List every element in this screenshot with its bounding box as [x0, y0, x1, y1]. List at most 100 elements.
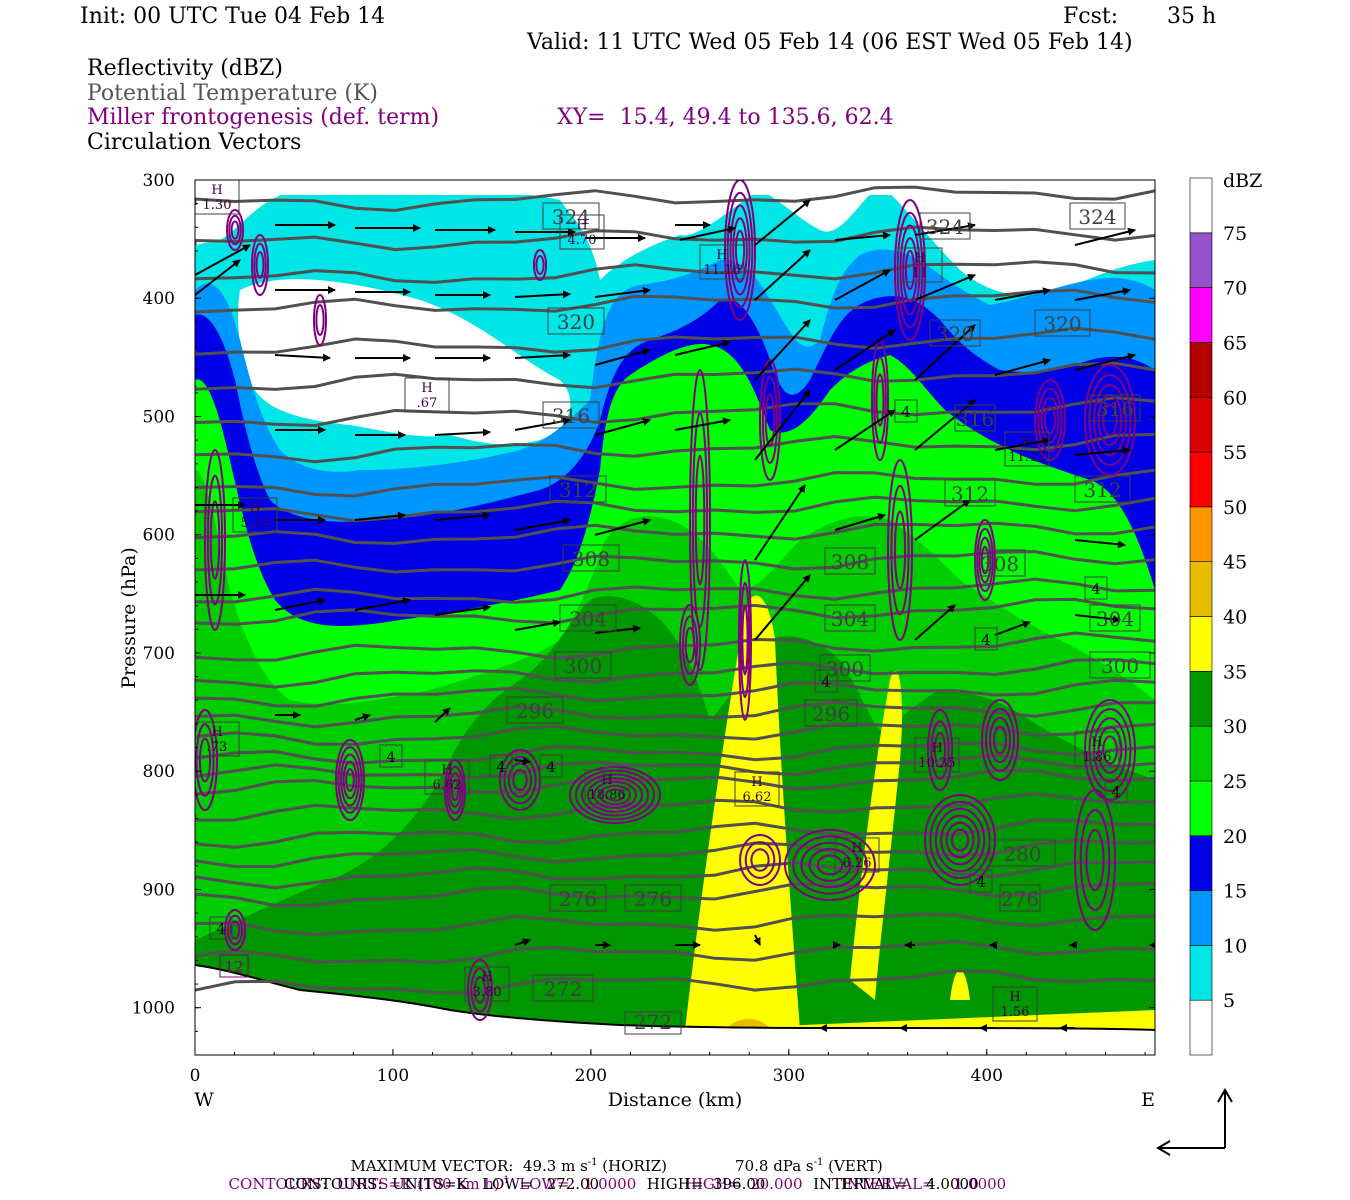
- footer-max-vector: MAXIMUM VECTOR: 49.3 m s-1 (HORIZ) 70.8 d…: [350, 1157, 883, 1175]
- circulation-vector: [834, 269, 891, 301]
- fronto-max-value: 11.12: [1008, 450, 1045, 465]
- fronto-4-box: [1104, 779, 1128, 803]
- circulation-vector: [514, 619, 561, 631]
- fronto-max-value: 1.30: [203, 198, 232, 213]
- colorbar-label: 5: [1223, 990, 1235, 1012]
- fronto-max-marker: H: [601, 773, 612, 788]
- frontogenesis-contour: [738, 559, 752, 721]
- circulation-vector: [914, 274, 976, 301]
- frontogenesis-contour: [976, 527, 994, 593]
- fronto-max-value: 18.86: [588, 788, 625, 803]
- legend-frontogenesis: Miller frontogenesis (def. term): [87, 105, 440, 130]
- fronto-max-marker: H: [931, 741, 942, 756]
- fronto-max-box: [424, 759, 470, 795]
- frontogenesis-contour: [1044, 405, 1056, 435]
- frontogenesis-contour: [337, 746, 363, 814]
- frontogenesis-contour: [230, 220, 240, 240]
- frontogenesis-contour: [448, 772, 462, 808]
- circulation-vector: [354, 713, 371, 722]
- circulation-vector: [195, 259, 241, 296]
- frontogenesis-contour: [535, 255, 545, 275]
- circulation-vector: [834, 409, 896, 451]
- x-tick-label: 200: [575, 1066, 607, 1086]
- circulation-vector: [754, 484, 806, 561]
- circulation-vector: [514, 517, 571, 531]
- frontogenesis-contour: [729, 204, 751, 296]
- colorbar-swatch: [1189, 890, 1213, 946]
- theta-label-box: [542, 202, 600, 230]
- fronto-max-value: 11: [912, 266, 929, 281]
- refl-35-40-core: [685, 595, 800, 1030]
- theta-label: 308: [831, 550, 869, 574]
- circulation-vector: [914, 324, 976, 381]
- refl-white-top: [195, 180, 1155, 295]
- frontogenesis-contour: [206, 474, 224, 606]
- theta-label-box: [919, 212, 971, 240]
- frontogenesis-contour: [930, 720, 950, 780]
- circulation-vector: [674, 417, 731, 431]
- colorbar-swatch: [1189, 396, 1213, 453]
- frontogenesis-contour: [726, 191, 754, 309]
- direction-arrows-icon: [1156, 1088, 1233, 1156]
- circulation-vector: [514, 351, 571, 360]
- theta-label: 308: [572, 547, 610, 571]
- frontogenesis-contour: [1074, 789, 1116, 931]
- fronto-max-marker: H: [914, 251, 925, 266]
- frontogenesis-contour: [724, 180, 756, 321]
- theta-label: 276: [559, 887, 597, 911]
- fronto-max-box: [195, 180, 240, 215]
- fronto-4-box: [209, 916, 233, 940]
- frontogenesis-contour: [894, 199, 926, 341]
- theta-label-box: [1069, 202, 1126, 230]
- frontogenesis-contour: [739, 581, 751, 699]
- theta-label-box: [824, 604, 876, 632]
- colorbar-title: dBZ: [1223, 170, 1262, 192]
- legend-vectors: Circulation Vectors: [87, 130, 302, 155]
- y-tick-label: 600: [143, 526, 175, 546]
- theta-label-box: [624, 884, 682, 912]
- y-axis-title: Pressure (hPa): [118, 547, 140, 689]
- theta-label-box: [1089, 604, 1141, 632]
- theta-contour-line: [195, 495, 1155, 523]
- colorbar-swatch: [1189, 999, 1213, 1056]
- theta-label: 304: [1096, 607, 1134, 631]
- theta-label-box: [944, 479, 996, 507]
- circulation-vector: [594, 286, 651, 298]
- frontogenesis-contour: [739, 834, 781, 886]
- theta-contour-line: [195, 631, 1155, 662]
- fronto-max-value: .73: [207, 740, 228, 755]
- theta-label: 316: [956, 407, 994, 431]
- frontogenesis-contour: [1084, 699, 1136, 801]
- theta-label: 320: [557, 310, 595, 334]
- frontogenesis-contour: [1102, 404, 1118, 436]
- frontogenesis-contour: [467, 959, 493, 1021]
- circulation-vector: [914, 399, 976, 451]
- theta-contour-line: [195, 361, 1155, 391]
- frontogenesis-contour: [1097, 726, 1123, 774]
- theta-label: 312: [1083, 478, 1121, 502]
- circulation-vector: [434, 707, 451, 723]
- fronto-max-value: 6.62: [743, 790, 772, 805]
- frontogenesis-contour: [808, 848, 852, 882]
- fronto-max-marker: H: [1021, 435, 1032, 450]
- x-tick-label: 300: [773, 1066, 805, 1086]
- colorbar-label: 45: [1223, 552, 1247, 574]
- fronto-max-box: [195, 721, 240, 757]
- frontogenesis-contour: [507, 762, 533, 798]
- fronto-max-marker: H: [716, 248, 727, 263]
- frontogenesis-contour: [1034, 379, 1066, 461]
- fronto-max-marker: H: [1091, 735, 1102, 750]
- frontogenesis-contour: [691, 411, 709, 629]
- fronto-max-value: 5.23: [241, 516, 270, 531]
- footer-theta-contours: CONTOURS: UNITS=K LOW= 272.00 HIGH= 396.…: [284, 1175, 979, 1193]
- forecast-hours: 35 h: [1167, 4, 1217, 29]
- frontogenesis-contour: [744, 841, 776, 879]
- frontogenesis-contour: [499, 749, 541, 811]
- frontogenesis-contour: [764, 393, 776, 447]
- theta-label: 276: [1001, 887, 1039, 911]
- legend-theta: Potential Temperature (K): [87, 81, 378, 106]
- theta-label: 324: [926, 215, 964, 239]
- fronto-max-box: [464, 966, 510, 1002]
- frontogenesis-contour: [679, 604, 701, 686]
- frontogenesis-contour: [313, 294, 327, 346]
